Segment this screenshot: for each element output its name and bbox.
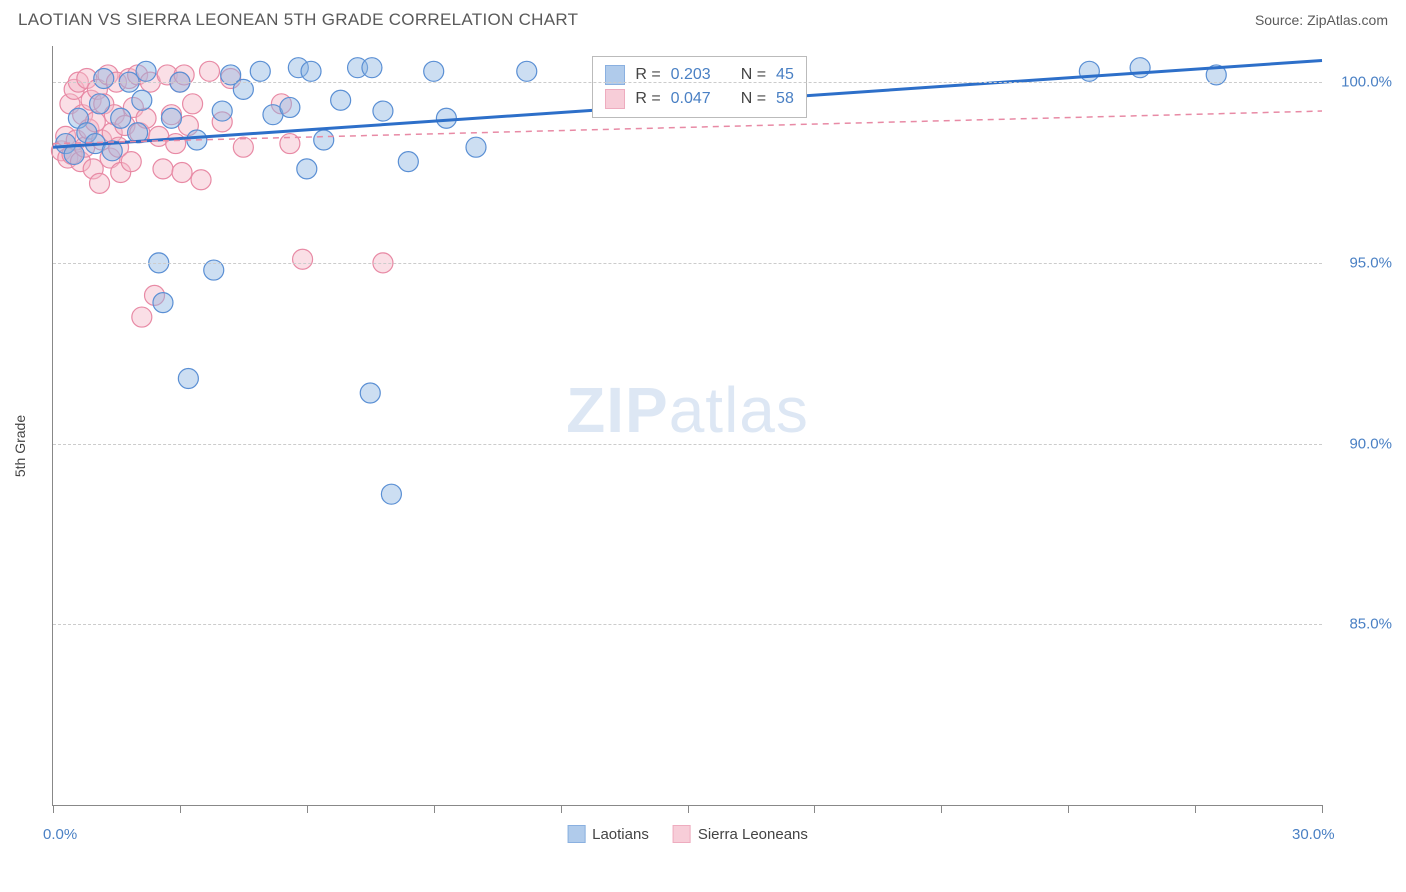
chart-source: Source: ZipAtlas.com xyxy=(1255,12,1388,28)
scatter-point xyxy=(301,61,321,81)
x-tick xyxy=(1068,805,1069,813)
plot-svg xyxy=(53,46,1322,805)
scatter-point xyxy=(191,170,211,190)
series-legend: Laotians Sierra Leoneans xyxy=(567,825,808,843)
scatter-point xyxy=(94,69,114,89)
scatter-point xyxy=(136,61,156,81)
x-tick xyxy=(180,805,181,813)
y-axis-title: 5th Grade xyxy=(12,415,28,477)
scatter-point xyxy=(233,137,253,157)
y-tick-label: 90.0% xyxy=(1349,435,1392,452)
legend-item: Sierra Leoneans xyxy=(673,825,808,843)
scatter-point xyxy=(398,152,418,172)
scatter-point xyxy=(424,61,444,81)
scatter-point xyxy=(297,159,317,179)
scatter-point xyxy=(132,90,152,110)
scatter-point xyxy=(161,108,181,128)
scatter-point xyxy=(172,163,192,183)
scatter-point xyxy=(517,61,537,81)
n-label: N = xyxy=(741,90,766,108)
scatter-point xyxy=(466,137,486,157)
x-tick xyxy=(307,805,308,813)
legend-swatch xyxy=(567,825,585,843)
x-tick xyxy=(561,805,562,813)
legend-label: Sierra Leoneans xyxy=(698,826,808,843)
scatter-point xyxy=(331,90,351,110)
scatter-point xyxy=(212,101,232,121)
chart-container: 5th Grade ZIPatlas R =0.203N =45R =0.047… xyxy=(0,38,1406,878)
n-value: 58 xyxy=(776,90,794,108)
y-tick-label: 95.0% xyxy=(1349,254,1392,271)
legend-row: R =0.203N =45 xyxy=(605,63,794,87)
x-tick xyxy=(814,805,815,813)
x-tick-label: 0.0% xyxy=(43,826,77,843)
legend-swatch xyxy=(605,89,625,109)
scatter-point xyxy=(121,152,141,172)
legend-item: Laotians xyxy=(567,825,649,843)
gridline-h xyxy=(53,82,1322,83)
chart-header: LAOTIAN VS SIERRA LEONEAN 5TH GRADE CORR… xyxy=(0,0,1406,38)
x-tick xyxy=(1195,805,1196,813)
plot-area: ZIPatlas R =0.203N =45R =0.047N =58 Laot… xyxy=(52,46,1322,806)
scatter-point xyxy=(360,383,380,403)
scatter-point xyxy=(373,101,393,121)
scatter-point xyxy=(132,307,152,327)
x-tick xyxy=(53,805,54,813)
x-tick xyxy=(434,805,435,813)
scatter-point xyxy=(183,94,203,114)
scatter-point xyxy=(280,97,300,117)
chart-title: LAOTIAN VS SIERRA LEONEAN 5TH GRADE CORR… xyxy=(18,10,578,30)
gridline-h xyxy=(53,624,1322,625)
correlation-legend-box: R =0.203N =45 R = 0.047 N = 58 xyxy=(592,56,807,118)
scatter-point xyxy=(90,94,110,114)
scatter-point xyxy=(250,61,270,81)
scatter-point xyxy=(381,484,401,504)
y-tick-label: 85.0% xyxy=(1349,616,1392,633)
r-value: 0.047 xyxy=(671,90,711,108)
legend-label: Laotians xyxy=(592,826,649,843)
scatter-point xyxy=(90,173,110,193)
scatter-point xyxy=(111,108,131,128)
legend-swatch xyxy=(673,825,691,843)
scatter-point xyxy=(153,293,173,313)
legend-row: R = 0.047 N = 58 xyxy=(605,87,794,111)
scatter-point xyxy=(314,130,334,150)
scatter-point xyxy=(293,249,313,269)
x-tick-label: 30.0% xyxy=(1292,826,1335,843)
scatter-point xyxy=(200,61,220,81)
scatter-point xyxy=(166,134,186,154)
r-label: R = xyxy=(635,90,660,108)
x-tick xyxy=(1322,805,1323,813)
x-tick xyxy=(688,805,689,813)
scatter-point xyxy=(362,58,382,78)
y-tick-label: 100.0% xyxy=(1341,74,1392,91)
gridline-h xyxy=(53,263,1322,264)
x-tick xyxy=(941,805,942,813)
scatter-point xyxy=(178,369,198,389)
scatter-point xyxy=(436,108,456,128)
scatter-point xyxy=(153,159,173,179)
gridline-h xyxy=(53,444,1322,445)
